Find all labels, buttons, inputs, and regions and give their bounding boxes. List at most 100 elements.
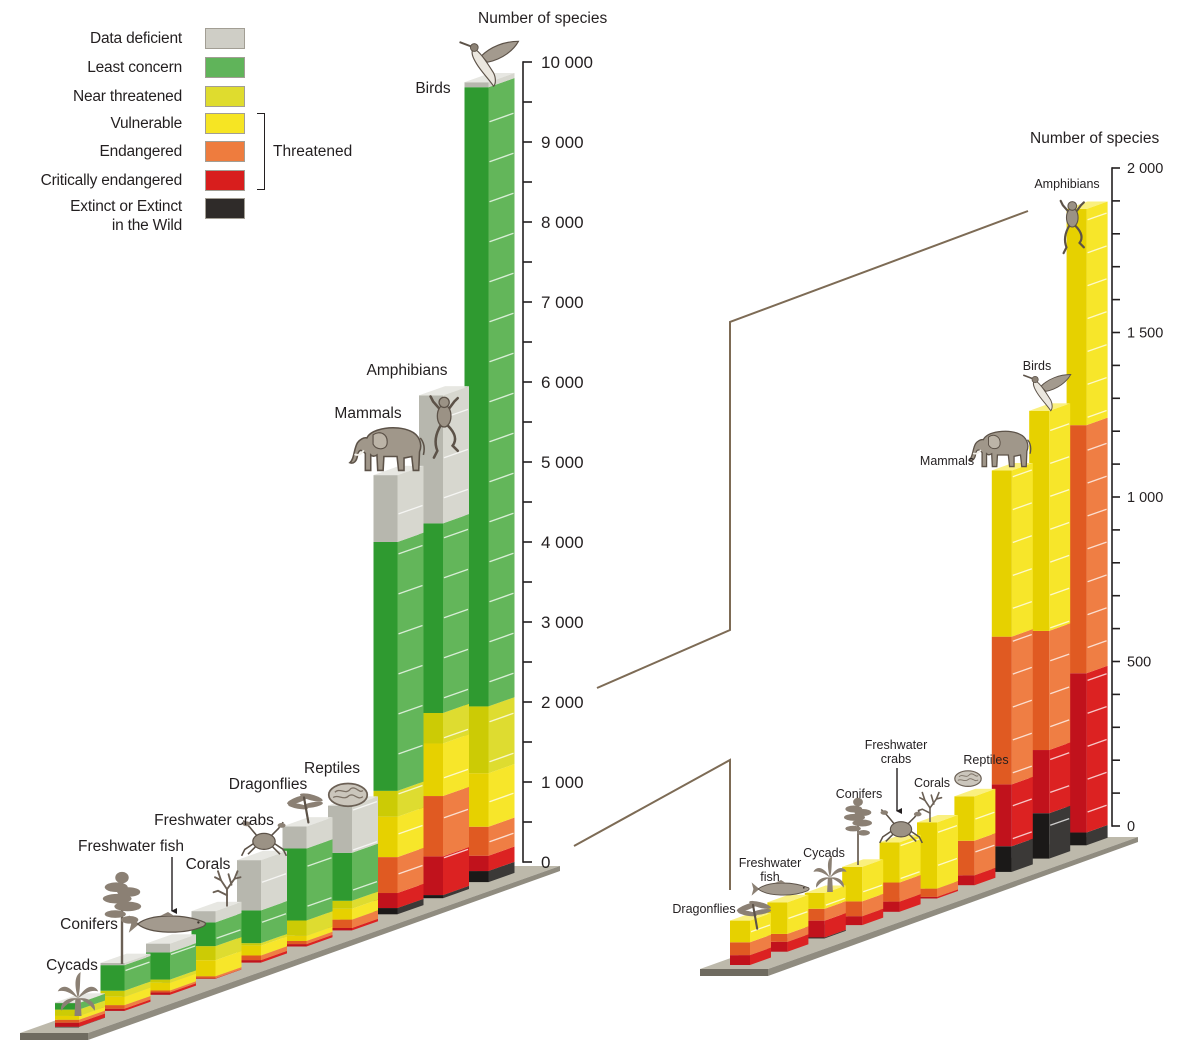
bar-front-segment-cr	[100, 1008, 125, 1011]
bar-side-segment-lc	[397, 532, 424, 791]
bar-front-segment-ex	[373, 908, 398, 915]
bar-guide-line	[398, 544, 423, 555]
bar-front-segment-en	[730, 942, 750, 956]
bar-guide-line	[788, 911, 808, 920]
bar-guide-line	[900, 838, 920, 847]
bar-guide-line	[398, 864, 423, 875]
bar-side-segment-en	[170, 981, 196, 993]
tortoise-icon	[954, 770, 982, 788]
y-tick-label: 3 000	[541, 613, 584, 632]
bar-guide-line	[1087, 409, 1107, 418]
y-tick-label: 4 000	[541, 533, 584, 552]
bar-side-segment-en	[352, 910, 378, 928]
bar-guide-line	[1049, 488, 1070, 497]
legend-swatch-critically-endangered	[205, 170, 245, 191]
conifer-icon	[843, 796, 873, 865]
bar-guide-line	[975, 844, 995, 853]
bar-guide-line	[1087, 804, 1107, 813]
bar-front-segment-nt	[328, 900, 352, 909]
bar-guide-line	[1049, 554, 1070, 563]
bar-side-segment-vu	[170, 973, 196, 991]
legend: Data deficient Least concern Near threat…	[0, 0, 380, 240]
bar-side-segment-vu	[488, 764, 515, 827]
bar-guide-line	[489, 672, 514, 683]
bar-guide-line	[1087, 278, 1107, 287]
bar-guide-line	[443, 608, 469, 619]
bar-guide-line	[489, 312, 514, 323]
bar-side-segment-cr	[124, 999, 151, 1011]
bar-side-segment-ex	[1049, 805, 1071, 859]
bar-guide-line	[443, 848, 469, 859]
bar-guide-line	[443, 488, 469, 499]
bar-guide-line	[1049, 719, 1070, 728]
bar-corals	[191, 901, 242, 979]
bar-front-segment-vu	[730, 920, 750, 943]
bar-front-segment-dd	[464, 82, 489, 88]
bar-guide-line	[443, 728, 469, 739]
bar-guide-line	[937, 857, 958, 866]
bar-front-segment-ex	[55, 1026, 79, 1028]
bar-front-segment-cr	[1066, 673, 1087, 833]
bar-side-segment-ex	[397, 898, 424, 915]
bar-guide-line	[489, 152, 514, 163]
bar-guide-line	[1049, 423, 1070, 432]
bar-guide-line	[1049, 456, 1070, 465]
bar-front-segment-cr	[804, 920, 825, 938]
bar-guide-line	[1087, 574, 1107, 583]
category-label: Conifers	[60, 916, 118, 933]
zoom-connector-lower	[573, 758, 731, 890]
bar-guide-line	[1049, 785, 1070, 794]
legend-swatch-vulnerable	[205, 113, 245, 134]
bar-guide-line	[398, 504, 423, 515]
bar-side-segment-nt	[170, 970, 196, 983]
bar-guide-line	[1012, 831, 1033, 840]
bar-side-segment-lc	[79, 993, 105, 1010]
bar-guide-line	[352, 840, 378, 851]
bar-guide-line	[398, 624, 423, 635]
bar-side-segment-nt	[443, 703, 469, 744]
bar-front-segment-cr	[842, 916, 863, 926]
bar-side-segment-vu	[899, 834, 921, 883]
bar-front-segment-dd	[100, 962, 125, 966]
bar-side-segment-cr	[1011, 776, 1033, 847]
bar-reptiles	[954, 788, 996, 886]
bar-front-segment-vu	[100, 996, 125, 1006]
bar-side-segment-lc	[215, 913, 242, 947]
bar-guide-line	[750, 924, 771, 933]
bar-front-segment-dd	[282, 826, 307, 849]
bar-guide-line	[398, 664, 423, 675]
bar-side-segment-cr	[899, 894, 921, 912]
bar-front-segment-en	[191, 976, 216, 979]
bar-side-segment-cr	[261, 950, 287, 963]
bar-front-segment-en	[1066, 425, 1087, 674]
y-tick-label: 1 000	[1127, 490, 1163, 506]
category-label: Birds	[415, 80, 451, 97]
bar-side-segment-vu	[397, 807, 424, 858]
bar-front-segment-vu	[767, 902, 788, 934]
bar-side-segment-cr	[443, 847, 469, 896]
bar-front-segment-ex	[991, 846, 1012, 872]
bar-side-segment-cr	[79, 1013, 105, 1027]
bar-dragonflies	[730, 913, 771, 965]
bar-guide-line	[443, 688, 469, 699]
bar-guide-line	[1087, 541, 1107, 550]
bar-front-segment-en	[146, 990, 170, 993]
bar-front-segment-vu	[842, 866, 863, 902]
bar-guide-line	[1087, 673, 1107, 682]
bar-front-segment-dd	[146, 943, 170, 953]
bar-guide-line	[1087, 771, 1107, 780]
bar-side-segment-vu	[443, 734, 469, 797]
bar-top-highlight	[842, 859, 884, 867]
bar-front-segment-lc	[55, 1003, 79, 1010]
bar-front-segment-vu	[282, 935, 307, 941]
bar-guide-line	[1087, 475, 1107, 484]
bar-front-segment-nt	[237, 943, 261, 946]
bar-top-highlight	[730, 913, 771, 921]
bar-side-segment-en	[1049, 623, 1071, 751]
y-tick-label: 2 000	[1127, 161, 1163, 177]
bar-side-segment-cr	[1086, 665, 1108, 833]
bar-front-segment-nt	[55, 1009, 79, 1016]
bar-side-segment-en	[974, 833, 996, 876]
bar-side-segment-ex	[824, 929, 846, 939]
bar-front-segment-vu	[1066, 209, 1087, 426]
